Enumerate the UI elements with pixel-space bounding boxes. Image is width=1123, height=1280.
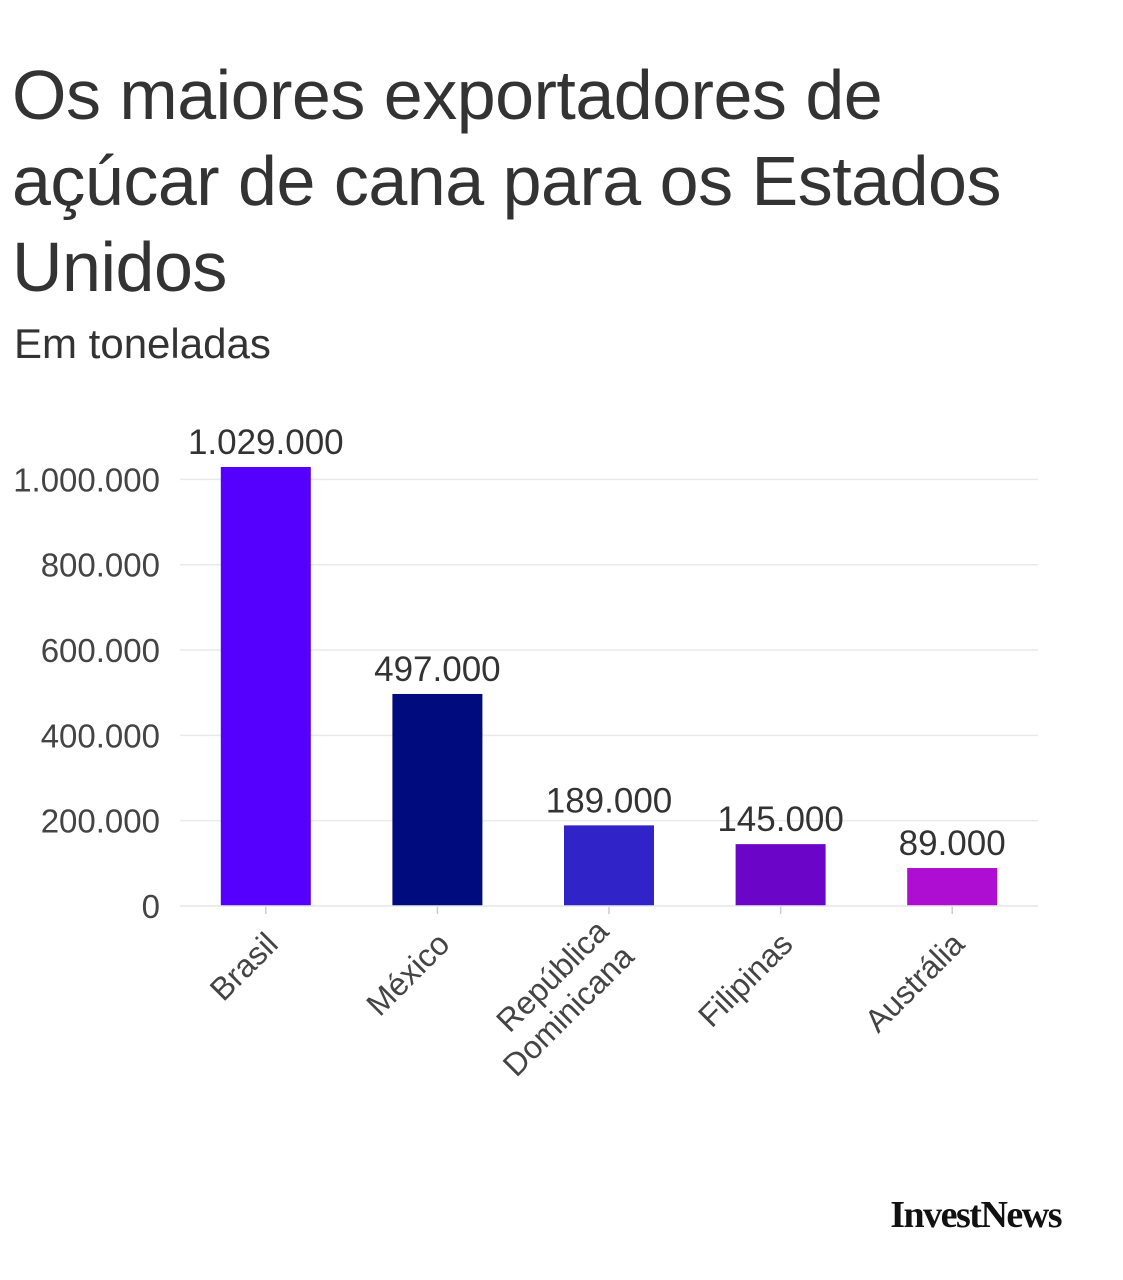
bar bbox=[564, 825, 654, 906]
y-tick-label: 400.000 bbox=[41, 717, 160, 754]
brand-logo: InvestNews bbox=[890, 1194, 1062, 1236]
x-tick-label-line: México bbox=[359, 925, 456, 1022]
chart-subtitle: Em toneladas bbox=[14, 320, 271, 367]
data-label: 89.000 bbox=[899, 824, 1006, 863]
bars: 1.029.000 497.000 189.000 145.000 89.000 bbox=[188, 423, 1006, 906]
data-label: 189.000 bbox=[546, 781, 673, 820]
chart-title: Os maiores exportadores de açúcar de can… bbox=[12, 56, 1001, 306]
y-tick-label: 600.000 bbox=[41, 632, 160, 669]
y-tick-label: 1.000.000 bbox=[13, 461, 160, 498]
x-tick-label: Brasil bbox=[203, 925, 285, 1007]
bar bbox=[220, 467, 311, 906]
x-axis: Brasil México RepúblicaDominicana Filipinas… bbox=[180, 905, 1038, 1084]
bar bbox=[392, 693, 483, 906]
x-tick-label: RepúblicaDominicana bbox=[470, 913, 641, 1084]
y-tick-label: 800.000 bbox=[41, 547, 160, 584]
x-tick-label: Austrália bbox=[858, 925, 972, 1039]
x-tick-label-line: Austrália bbox=[858, 925, 972, 1039]
data-label: 497.000 bbox=[374, 650, 501, 689]
x-tick-label-line: Filipinas bbox=[691, 925, 799, 1033]
bar-chart: 0 200.000 400.000 600.000 800.000 1.000.000 1… bbox=[13, 423, 1038, 1084]
data-label: 1.029.000 bbox=[188, 423, 344, 462]
y-tick-label: 200.000 bbox=[41, 803, 160, 840]
x-tick-label: México bbox=[359, 925, 456, 1022]
bar bbox=[735, 844, 826, 906]
y-tick-label: 0 bbox=[142, 888, 160, 925]
x-tick-label: Filipinas bbox=[691, 925, 799, 1033]
x-tick-label-line: Brasil bbox=[203, 925, 285, 1007]
bar bbox=[907, 868, 998, 906]
data-label: 145.000 bbox=[717, 800, 844, 839]
y-axis: 0 200.000 400.000 600.000 800.000 1.000.000 bbox=[13, 461, 160, 925]
